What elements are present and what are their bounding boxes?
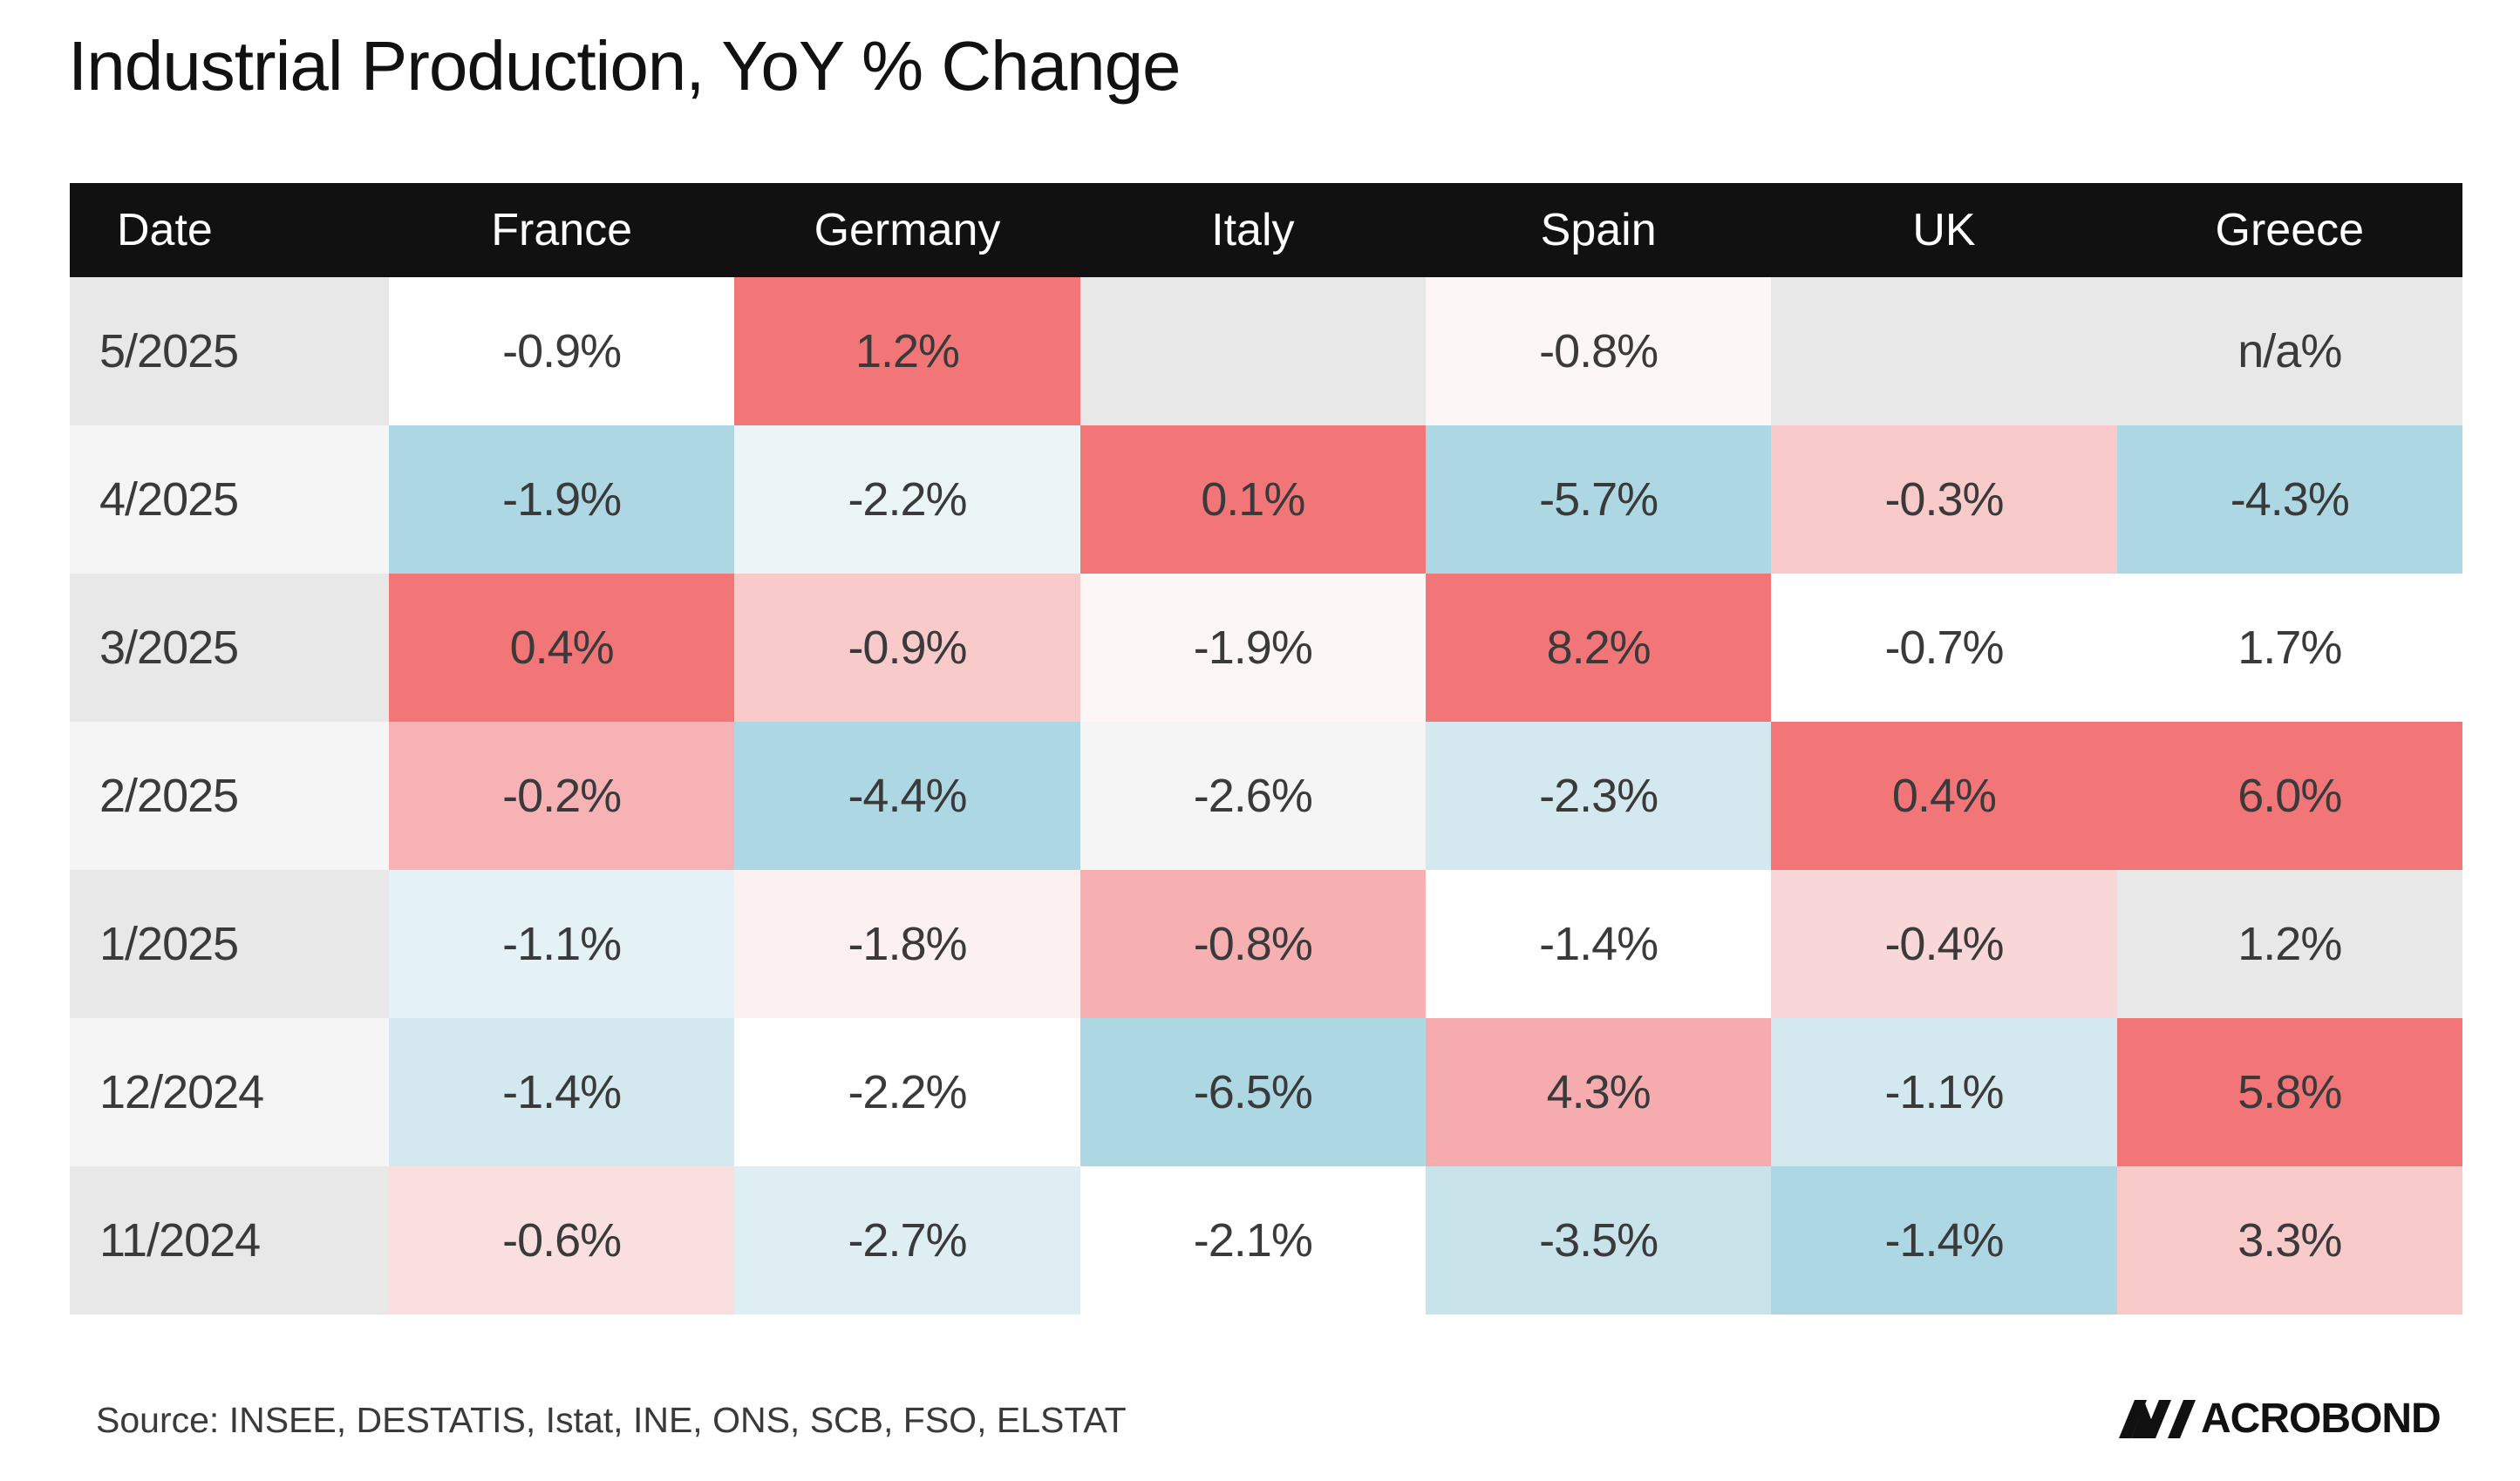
value-cell-germany: -4.4% <box>734 722 1080 870</box>
data-table: Date France Germany Italy Spain UK Greece 5/20… <box>70 183 2462 1315</box>
value-cell-italy: 0.1% <box>1080 425 1426 574</box>
column-header-date: Date <box>117 205 213 255</box>
value-cell-spain: -0.8% <box>1425 277 1772 425</box>
date-cell: 1/2025 <box>70 870 389 1018</box>
date-cell: 11/2024 <box>70 1166 389 1315</box>
value-cell-spain: -3.5% <box>1425 1166 1772 1315</box>
value-cell-spain: 8.2% <box>1425 574 1772 722</box>
value-cell-germany: -0.9% <box>734 574 1080 722</box>
value-cell-germany: -2.7% <box>734 1166 1080 1315</box>
table-row: 12/2024 -1.4% -2.2% -6.5% 4.3% -1.1% 5.8% <box>70 1018 2462 1166</box>
date-cell: 5/2025 <box>70 277 389 425</box>
chart-title: Industrial Production, YoY % Change <box>68 27 1182 105</box>
value-cell-france: -0.6% <box>389 1166 735 1315</box>
source-note: Source: INSEE, DESTATIS, Istat, INE, ONS… <box>96 1400 1127 1440</box>
value-cell-france: -1.9% <box>389 425 735 574</box>
table-body: 5/2025 -0.9% 1.2% -0.8% n/a% 4/2025 -1.9% -2.2%… <box>70 277 2462 1315</box>
date-cell: 4/2025 <box>70 425 389 574</box>
value-cell-italy: -2.6% <box>1080 722 1426 870</box>
value-cell-greece: 6.0% <box>2116 722 2462 870</box>
value-cell-greece: 1.2% <box>2116 870 2462 1018</box>
value-cell-spain: -5.7% <box>1425 425 1772 574</box>
table-row: 5/2025 -0.9% 1.2% -0.8% n/a% <box>70 277 2462 425</box>
value-cell-france: -1.4% <box>389 1018 735 1166</box>
value-cell-germany: -2.2% <box>734 1018 1080 1166</box>
table-row: 2/2025 -0.2% -4.4% -2.6% -2.3% 0.4% 6.0% <box>70 722 2462 870</box>
date-cell: 2/2025 <box>70 722 389 870</box>
column-header-italy: Italy <box>1211 205 1295 255</box>
value-cell-germany: -1.8% <box>734 870 1080 1018</box>
column-header-greece: Greece <box>2215 205 2365 255</box>
date-cell: 3/2025 <box>70 574 389 722</box>
table-row: 4/2025 -1.9% -2.2% 0.1% -5.7% -0.3% -4.3% <box>70 425 2462 574</box>
macrobond-logo: ACROBOND <box>2119 1396 2442 1442</box>
value-cell-uk <box>1771 277 2117 425</box>
value-cell-uk: -1.1% <box>1771 1018 2117 1166</box>
value-cell-greece: n/a% <box>2116 277 2462 425</box>
value-cell-spain: 4.3% <box>1425 1018 1772 1166</box>
value-cell-uk: -0.7% <box>1771 574 2117 722</box>
value-cell-spain: -2.3% <box>1425 722 1772 870</box>
value-cell-greece: 1.7% <box>2116 574 2462 722</box>
date-cell: 12/2024 <box>70 1018 389 1166</box>
column-header-france: France <box>491 205 633 255</box>
value-cell-germany: -2.2% <box>734 425 1080 574</box>
value-cell-france: -0.9% <box>389 277 735 425</box>
value-cell-germany: 1.2% <box>734 277 1080 425</box>
value-cell-uk: -0.4% <box>1771 870 2117 1018</box>
column-header-uk: UK <box>1912 205 1976 255</box>
value-cell-greece: -4.3% <box>2116 425 2462 574</box>
value-cell-greece: 5.8% <box>2116 1018 2462 1166</box>
table-row: 1/2025 -1.1% -1.8% -0.8% -1.4% -0.4% 1.2% <box>70 870 2462 1018</box>
value-cell-france: 0.4% <box>389 574 735 722</box>
value-cell-france: -1.1% <box>389 870 735 1018</box>
table-row: 11/2024 -0.6% -2.7% -2.1% -3.5% -1.4% 3.3% <box>70 1166 2462 1315</box>
value-cell-italy: -1.9% <box>1080 574 1426 722</box>
value-cell-uk: -0.3% <box>1771 425 2117 574</box>
column-header-spain: Spain <box>1540 205 1657 255</box>
value-cell-italy: -0.8% <box>1080 870 1426 1018</box>
table-header: Date France Germany Italy Spain UK Greece <box>70 183 2462 277</box>
value-cell-france: -0.2% <box>389 722 735 870</box>
logo-wordmark: ACROBOND <box>2201 1396 2442 1442</box>
value-cell-uk: 0.4% <box>1771 722 2117 870</box>
column-header-germany: Germany <box>814 205 1001 255</box>
table-row: 3/2025 0.4% -0.9% -1.9% 8.2% -0.7% 1.7% <box>70 574 2462 722</box>
value-cell-spain: -1.4% <box>1425 870 1772 1018</box>
value-cell-uk: -1.4% <box>1771 1166 2117 1315</box>
value-cell-italy: -6.5% <box>1080 1018 1426 1166</box>
logo-m-icon <box>2119 1400 2196 1438</box>
value-cell-greece: 3.3% <box>2116 1166 2462 1315</box>
value-cell-italy: -2.1% <box>1080 1166 1426 1315</box>
value-cell-italy <box>1080 277 1426 425</box>
